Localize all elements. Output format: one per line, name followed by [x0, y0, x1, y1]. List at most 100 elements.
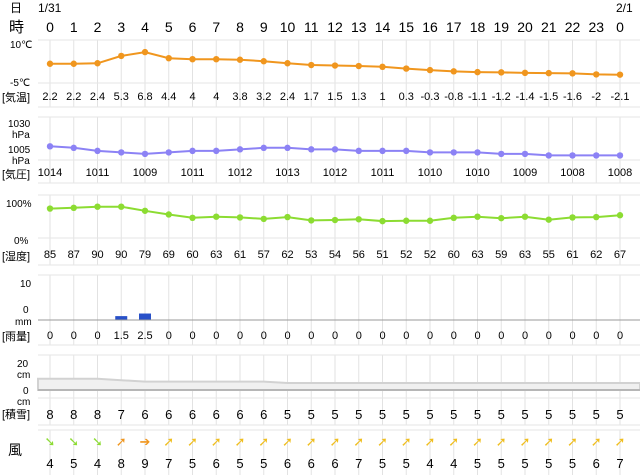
- humidity-value-label: 69: [163, 249, 175, 261]
- temp-row-label: [気温]: [2, 90, 30, 104]
- temp-value-label: -1.4: [516, 91, 535, 103]
- hour-tick: 4: [141, 19, 149, 35]
- temp-value-label: 2.4: [90, 91, 105, 103]
- snow-value-label: 5: [450, 407, 457, 422]
- wind-speed-label: 5: [236, 456, 243, 471]
- pressure-axis-bottom: 1005: [8, 145, 31, 156]
- temp-value-label: 3.2: [256, 91, 271, 103]
- row-axes: 10℃ -5℃ [気温] 1030 hPa 1005 hPa [気圧] 100%…: [2, 40, 32, 458]
- temp-value-label: 6.8: [137, 91, 152, 103]
- humidity-point: [403, 217, 410, 224]
- hour-tick: 13: [351, 19, 367, 35]
- snow-value-label: 5: [379, 407, 386, 422]
- pressure-point: [260, 144, 267, 152]
- snow-value-label: 5: [521, 407, 528, 422]
- day-label: 日: [10, 1, 22, 15]
- hour-tick: 15: [398, 19, 414, 35]
- temp-value-label: -1.6: [563, 91, 582, 103]
- wind-speed-label: 4: [426, 456, 433, 471]
- pressure-point: [403, 147, 410, 155]
- temp-value-label: 4: [189, 91, 195, 103]
- snow-value-label: 7: [118, 407, 125, 422]
- precip-value-label: 0: [213, 330, 219, 342]
- humidity-value-label: 59: [495, 249, 507, 261]
- temp-point: [355, 62, 362, 70]
- temp-point: [236, 56, 244, 63]
- temp-point: [141, 48, 149, 56]
- hour-tick: 22: [565, 19, 581, 35]
- hour-tick: 8: [236, 19, 244, 35]
- snow-value-label: 5: [308, 407, 315, 422]
- precip-value-label: 0: [237, 330, 243, 342]
- humidity-value-label: 62: [281, 249, 293, 261]
- pressure-point: [236, 146, 244, 153]
- precip-value-label: 0: [379, 330, 385, 342]
- snow-value-label: 8: [94, 407, 101, 422]
- hour-label: 時: [9, 19, 24, 36]
- humidity-point: [284, 213, 291, 221]
- pressure-value-label: 1008: [608, 167, 632, 179]
- wind-arrow-icon: ➚: [235, 434, 246, 449]
- pressure-point: [46, 143, 54, 150]
- snow-axis-mid-unit: cm: [17, 397, 30, 408]
- precip-value-label: 0: [427, 330, 433, 342]
- precip-value-label: 0: [498, 330, 504, 342]
- temp-value-label: -0.3: [421, 91, 440, 103]
- pressure-value-label: 1009: [513, 167, 537, 179]
- wind-speed-label: 5: [379, 456, 386, 471]
- humidity-point: [46, 205, 54, 212]
- precip-axis-top: 10: [20, 279, 32, 290]
- humidity-point: [236, 214, 244, 221]
- pressure-point: [474, 149, 481, 156]
- wind-arrow-icon: ➚: [543, 434, 554, 449]
- precip-value-label: 0: [546, 330, 552, 342]
- humidity-point: [593, 213, 600, 221]
- snow-area: [37, 377, 640, 391]
- wind-arrow-icon: ➚: [567, 434, 578, 449]
- humidity-point: [331, 216, 339, 224]
- wind-speed-label: 5: [569, 456, 576, 471]
- humidity-value-label: 60: [186, 249, 198, 261]
- wind-speed-label: 5: [498, 456, 505, 471]
- temp-value-label: 2.2: [42, 91, 57, 103]
- humidity-value-label: 56: [353, 249, 365, 261]
- snow-value-label: 5: [593, 407, 600, 422]
- hour-tick: 18: [470, 19, 486, 35]
- hour-tick: 16: [422, 19, 438, 35]
- temp-series: 2.2 2.2 2.4 5.3 6.8 4.4 4 4 3.8 3.2 2.4 1.7 1.5 1.3 1 0…: [42, 48, 629, 103]
- snow-value-label: 5: [331, 407, 338, 422]
- precip-axis-mid: 0: [23, 305, 29, 316]
- temp-point: [426, 66, 434, 74]
- humidity-point: [260, 215, 267, 223]
- humidity-value-label: 87: [68, 249, 80, 261]
- pressure-series: 1014 1011 1009 1011 1012 1013 1012 1011 1010 1010…: [38, 143, 632, 179]
- hour-tick: 19: [493, 19, 509, 35]
- pressure-point: [94, 147, 101, 155]
- precip-value-label: 0: [261, 330, 267, 342]
- humidity-point: [474, 213, 481, 220]
- pressure-point: [498, 150, 505, 158]
- pressure-point: [213, 147, 220, 155]
- temp-value-label: -0.8: [444, 91, 463, 103]
- precip-value-label: 0: [332, 330, 338, 342]
- snow-value-label: 6: [260, 407, 267, 422]
- precip-value-label: 0: [569, 330, 575, 342]
- pressure-value-label: 1012: [228, 167, 252, 179]
- wind-arrow-icon: ➚: [520, 434, 531, 449]
- temp-value-label: 1.3: [351, 91, 366, 103]
- pressure-point: [141, 150, 149, 158]
- wind-arrow-icon: ➚: [353, 434, 364, 449]
- temp-value-label: 2.2: [66, 91, 81, 103]
- wind-speed-label: 5: [403, 456, 410, 471]
- snow-series: 8 8 8 7 6 6 6 6 6 6 5 5 5 5 5 5 5 5 5 5 5 5 5 5 5: [37, 377, 640, 422]
- humidity-value-label: 61: [234, 249, 246, 261]
- pressure-point: [545, 152, 552, 159]
- wind-speed-label: 6: [213, 456, 220, 471]
- wind-arrow-icon: ➘: [68, 434, 79, 449]
- pressure-point: [189, 147, 196, 155]
- humidity-value-label: 52: [400, 249, 412, 261]
- wind-speed-label: 4: [46, 456, 53, 471]
- temp-point: [284, 60, 291, 67]
- hour-ticks: 0 1 2 3 4 5 6 7 8 9 10 11 12 13 14 15 16 17 18 19 20 21 22 23 0: [46, 19, 624, 35]
